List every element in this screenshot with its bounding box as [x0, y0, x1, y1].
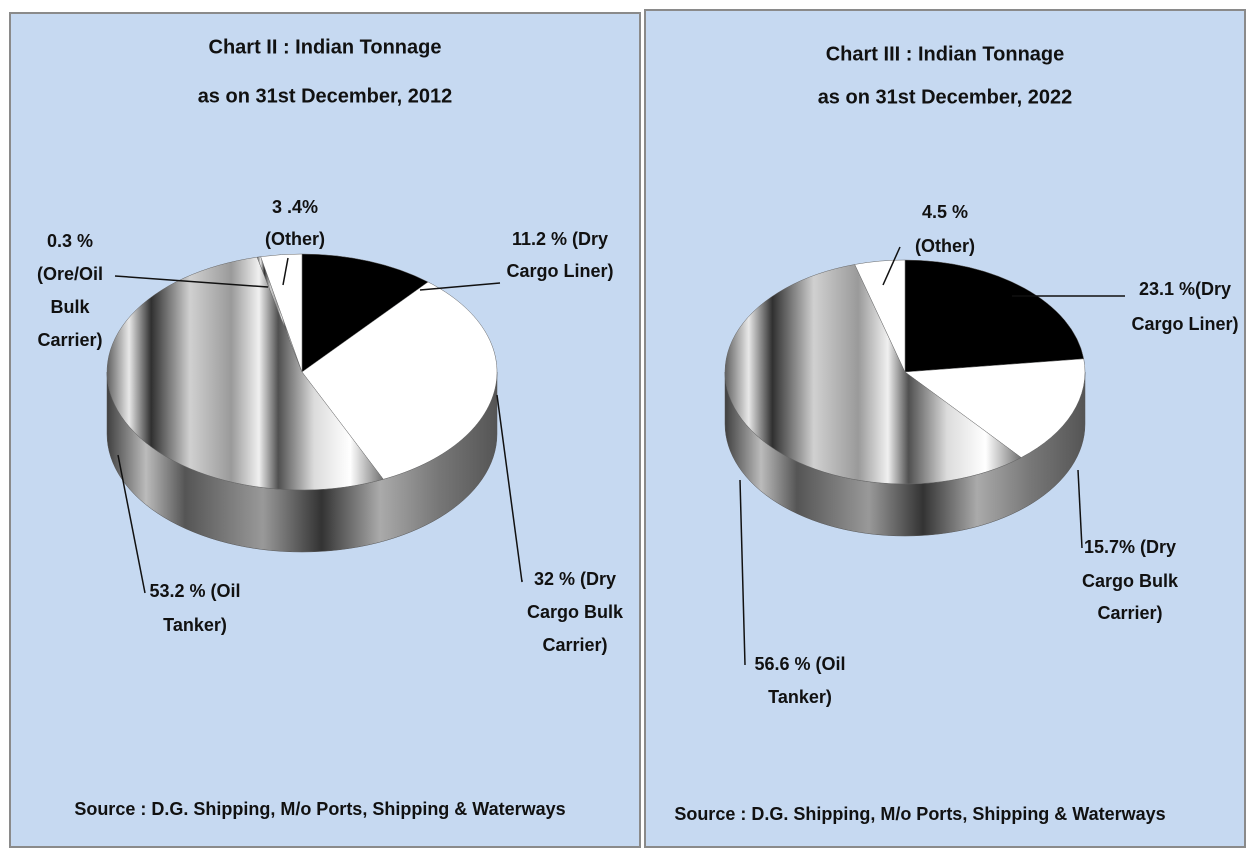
pie-slice — [106, 256, 384, 491]
data-label: Bulk — [50, 297, 90, 317]
data-label: 11.2 % (Dry — [512, 229, 608, 249]
data-label: 23.1 %(Dry — [1139, 279, 1231, 299]
source: Source : D.G. Shipping, M/o Ports, Shipp… — [674, 804, 1165, 824]
pie-slice — [260, 253, 303, 373]
leader-line — [739, 479, 746, 666]
data-label: Carrier) — [1097, 603, 1162, 623]
data-label: (Other) — [265, 229, 325, 249]
data-label: Carrier) — [37, 330, 102, 350]
data-label: Cargo Bulk — [527, 602, 624, 622]
chart-title: as on 31st December, 2022 — [818, 86, 1073, 108]
leader-line — [114, 275, 269, 288]
leader-line — [282, 257, 289, 286]
data-label: 3 .4% — [272, 197, 318, 217]
pie-slice — [904, 358, 1086, 458]
data-label: 4.5 % — [922, 202, 968, 222]
data-label: (Ore/Oil — [37, 264, 103, 284]
leader-line — [419, 282, 501, 291]
pie-slice — [854, 259, 906, 373]
leader-line — [882, 246, 901, 286]
data-label: 32 % (Dry — [534, 569, 616, 589]
data-label: 0.3 % — [47, 231, 93, 251]
chart-title: Chart III : Indian Tonnage — [826, 43, 1065, 65]
data-label: 56.6 % (Oil — [754, 654, 845, 674]
pie-slice — [301, 281, 498, 480]
data-label: Tanker) — [768, 687, 832, 707]
pie-slice — [904, 259, 1085, 373]
source: Source : D.G. Shipping, M/o Ports, Shipp… — [74, 799, 565, 819]
leader-line — [496, 394, 523, 583]
data-label: 15.7% (Dry — [1084, 537, 1176, 557]
leader-line — [1077, 469, 1083, 549]
leader-line — [117, 454, 146, 594]
data-label: Cargo Liner) — [1131, 314, 1238, 334]
data-label: Carrier) — [542, 635, 607, 655]
pie-slice — [301, 253, 429, 373]
data-label: (Other) — [915, 236, 975, 256]
data-label: Tanker) — [163, 615, 227, 635]
chart-title: as on 31st December, 2012 — [198, 85, 453, 107]
data-label: 53.2 % (Oil — [149, 581, 240, 601]
pie-slice — [724, 264, 1022, 485]
chart-title: Chart II : Indian Tonnage — [209, 36, 442, 58]
data-label: Cargo Liner) — [506, 261, 613, 281]
data-label: Cargo Bulk — [1082, 571, 1179, 591]
